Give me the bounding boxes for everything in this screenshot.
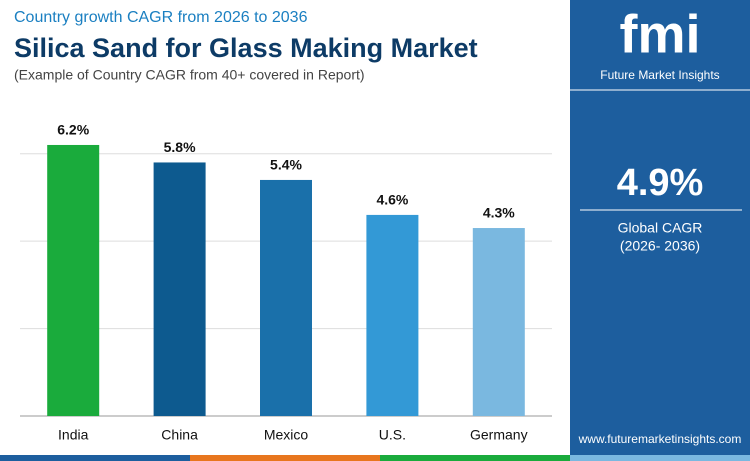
headline: 4.9% — [617, 162, 704, 204]
x-tick-label: China — [161, 427, 198, 443]
bar — [153, 162, 206, 416]
chart-title: Silica Sand for Glass Making Market — [14, 33, 478, 63]
x-tick-label: U.S. — [379, 427, 406, 443]
bar — [472, 228, 525, 416]
bar — [260, 179, 312, 416]
kicker: Country growth CAGR from 2026 to 2036 — [14, 9, 308, 26]
value-label: 4.3% — [483, 205, 515, 221]
strip — [190, 455, 380, 461]
bar — [366, 214, 419, 416]
headline-label: Global CAGR — [618, 220, 703, 236]
brand: Future Market Insights — [600, 68, 719, 82]
bar — [47, 144, 100, 416]
value-label: 5.8% — [164, 139, 196, 155]
value-label: 6.2% — [57, 122, 89, 138]
strip — [0, 455, 190, 461]
subtitle: (Example of Country CAGR from 40+ covere… — [14, 67, 365, 83]
website: www.futuremarketinsights.com — [578, 432, 742, 446]
headline-period: (2026- 2036) — [620, 238, 700, 254]
strip — [570, 455, 750, 461]
value-label: 5.4% — [270, 157, 302, 173]
x-tick-label: Mexico — [264, 427, 309, 443]
strip — [380, 455, 570, 461]
value-label: 4.6% — [376, 192, 408, 208]
x-tick-label: Germany — [470, 427, 528, 443]
logo: fmi — [620, 4, 701, 64]
x-tick-label: India — [58, 427, 89, 443]
side-panel — [570, 0, 750, 461]
